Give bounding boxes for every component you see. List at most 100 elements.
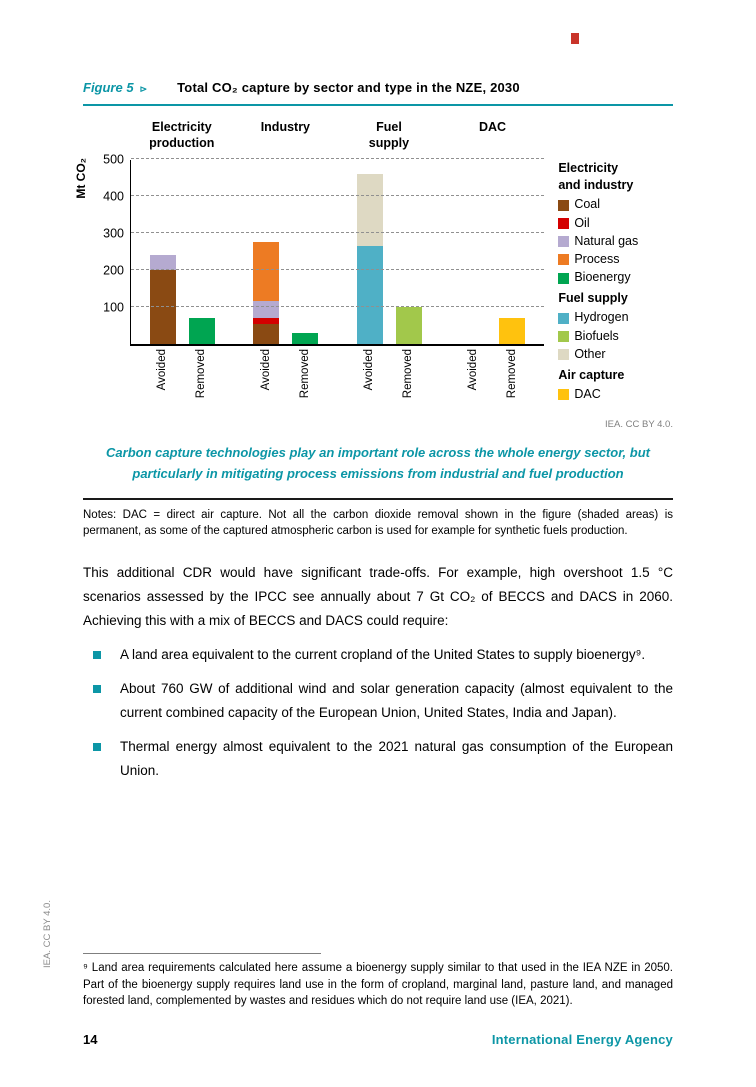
- legend-item: Hydrogen: [558, 311, 673, 325]
- x-label-group: Avoided Removed: [130, 349, 234, 413]
- x-tick: Avoided: [253, 349, 279, 413]
- stacked-bar: [253, 242, 280, 344]
- bar-segment-coal: [150, 270, 177, 344]
- chart-group-label: Electricity production: [149, 120, 215, 150]
- legend-item: DAC: [558, 387, 673, 402]
- x-tick-label: Avoided: [259, 349, 272, 391]
- bar-segment-bioenergy: [189, 318, 216, 344]
- decorative-mark: [571, 33, 579, 44]
- bullet-square-icon: [93, 743, 101, 752]
- bar-segment-dac: [499, 318, 526, 344]
- legend-label: Bioenergy: [574, 270, 631, 285]
- x-tick-label: Removed: [506, 349, 519, 399]
- legend-label: Oil: [574, 215, 590, 230]
- legend-swatch: [558, 236, 570, 248]
- gridline: [131, 269, 545, 270]
- bullet-text: Thermal energy almost equivalent to the …: [120, 739, 673, 779]
- x-tick: Avoided: [149, 349, 175, 413]
- legend-label: DAC: [574, 387, 601, 401]
- bullet-square-icon: [93, 685, 101, 694]
- chart-group-labels: Electricity production Industry Fuel suppl…: [130, 120, 544, 160]
- gridline: [131, 306, 545, 307]
- x-tick: Removed: [499, 349, 525, 413]
- bullet-item: A land area equivalent to the current cr…: [83, 643, 673, 667]
- stacked-bar: [150, 255, 177, 344]
- legend-swatch: [558, 272, 570, 284]
- bar-segment-process: [253, 242, 280, 302]
- legend-item: Biofuels: [558, 328, 673, 344]
- y-tick-label: 300: [103, 225, 124, 240]
- legend-item: Bioenergy: [558, 270, 673, 285]
- chart-group-label: DAC: [478, 120, 507, 134]
- bar-segment-natural-gas: [253, 301, 280, 319]
- chart-x-labels: Avoided Removed Avoided Removed Avoided Remov…: [130, 349, 544, 413]
- bar-segment-hydrogen: [356, 245, 383, 344]
- y-tick-label: 100: [103, 299, 124, 314]
- legend-label: Other: [574, 346, 606, 361]
- bar-segment-oil: [253, 318, 280, 324]
- chart-legend: Electricity and industry Coal Oil Natural g…: [558, 160, 673, 413]
- legend-item: Other: [558, 346, 673, 362]
- bullet-item: Thermal energy almost equivalent to the …: [83, 735, 673, 783]
- x-tick: Removed: [188, 349, 214, 413]
- stacked-bar: [189, 318, 216, 344]
- legend-label: Natural gas: [574, 233, 639, 248]
- side-credit: IEA. CC BY 4.0.: [42, 900, 53, 968]
- bar-segment-natural-gas: [150, 255, 177, 270]
- legend-label: Coal: [574, 197, 601, 212]
- bar-group: [234, 160, 337, 344]
- x-tick-label: Removed: [298, 349, 311, 399]
- x-label-group: Avoided Removed: [337, 349, 441, 413]
- bullet-item: About 760 GW of additional wind and sola…: [83, 677, 673, 725]
- body-paragraph: This additional CDR would have significa…: [83, 565, 673, 629]
- y-tick-label: 400: [103, 188, 124, 203]
- gridline: [131, 195, 545, 196]
- legend-swatch: [558, 389, 570, 401]
- legend-section-header: Fuel supply: [558, 291, 628, 305]
- x-tick-label: Avoided: [363, 349, 376, 391]
- bullet-list: A land area equivalent to the current cr…: [83, 643, 673, 783]
- footnote-divider: [83, 952, 321, 954]
- page-footer: 14 International Energy Agency: [83, 1032, 673, 1047]
- footnote-text: ⁹ Land area requirements calculated here…: [83, 961, 673, 1008]
- figure-header: Figure 5 ⊳ Total CO₂ capture by sector an…: [83, 80, 673, 106]
- chart-bars: [131, 160, 544, 344]
- bar-group: [338, 160, 441, 344]
- bar-segment-coal: [253, 323, 280, 344]
- x-tick-label: Removed: [195, 349, 208, 399]
- stacked-bar: [356, 173, 383, 344]
- gridline: [131, 232, 545, 233]
- notes-divider: [83, 497, 673, 500]
- legend-section-header: Electricity and industry: [558, 161, 634, 192]
- bar-segment-bioenergy: [292, 332, 319, 344]
- chart-plot-area: Mt CO₂ 100 200 300 400 500: [74, 153, 545, 346]
- bullet-text: About 760 GW of additional wind and sola…: [120, 681, 673, 721]
- y-tick-label: 500: [103, 151, 124, 166]
- x-label-group: Avoided Removed: [441, 349, 545, 413]
- bullet-text: A land area equivalent to the current cr…: [120, 647, 646, 663]
- legend-label: Biofuels: [574, 328, 619, 343]
- bar-segment-biofuels: [395, 307, 422, 344]
- stacked-bar: [292, 332, 319, 344]
- x-tick: Avoided: [356, 349, 382, 413]
- legend-swatch: [558, 217, 570, 229]
- page-content: Figure 5 ⊳ Total CO₂ capture by sector an…: [74, 80, 673, 783]
- chart-credit: IEA. CC BY 4.0.: [605, 419, 673, 430]
- legend-swatch: [558, 199, 570, 211]
- legend-item: Natural gas: [558, 233, 673, 249]
- footer-organization: International Energy Agency: [491, 1032, 673, 1047]
- legend-label: Hydrogen: [574, 310, 629, 325]
- page-bottom: ⁹ Land area requirements calculated here…: [83, 952, 673, 1047]
- figure-arrow-icon: ⊳: [139, 84, 148, 94]
- figure-title: Total CO₂ capture by sector and type in …: [177, 80, 520, 95]
- stacked-bar: [499, 318, 526, 344]
- notes-text: Notes: DAC = direct air capture. Not all…: [83, 508, 673, 537]
- key-message: Carbon capture technologies play an impo…: [106, 445, 650, 482]
- x-tick-label: Avoided: [467, 349, 480, 391]
- figure-label: Figure 5 ⊳: [83, 80, 147, 95]
- bar-group: [441, 160, 544, 344]
- legend-label: Process: [574, 252, 620, 266]
- gridline: [131, 158, 545, 159]
- x-tick: Avoided: [460, 349, 486, 413]
